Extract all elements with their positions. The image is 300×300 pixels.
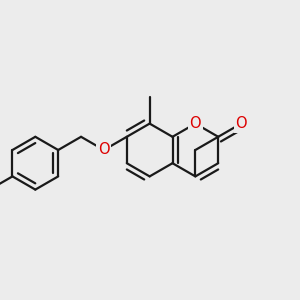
Text: O: O	[235, 116, 247, 131]
Text: O: O	[190, 116, 201, 131]
Text: O: O	[98, 142, 110, 158]
